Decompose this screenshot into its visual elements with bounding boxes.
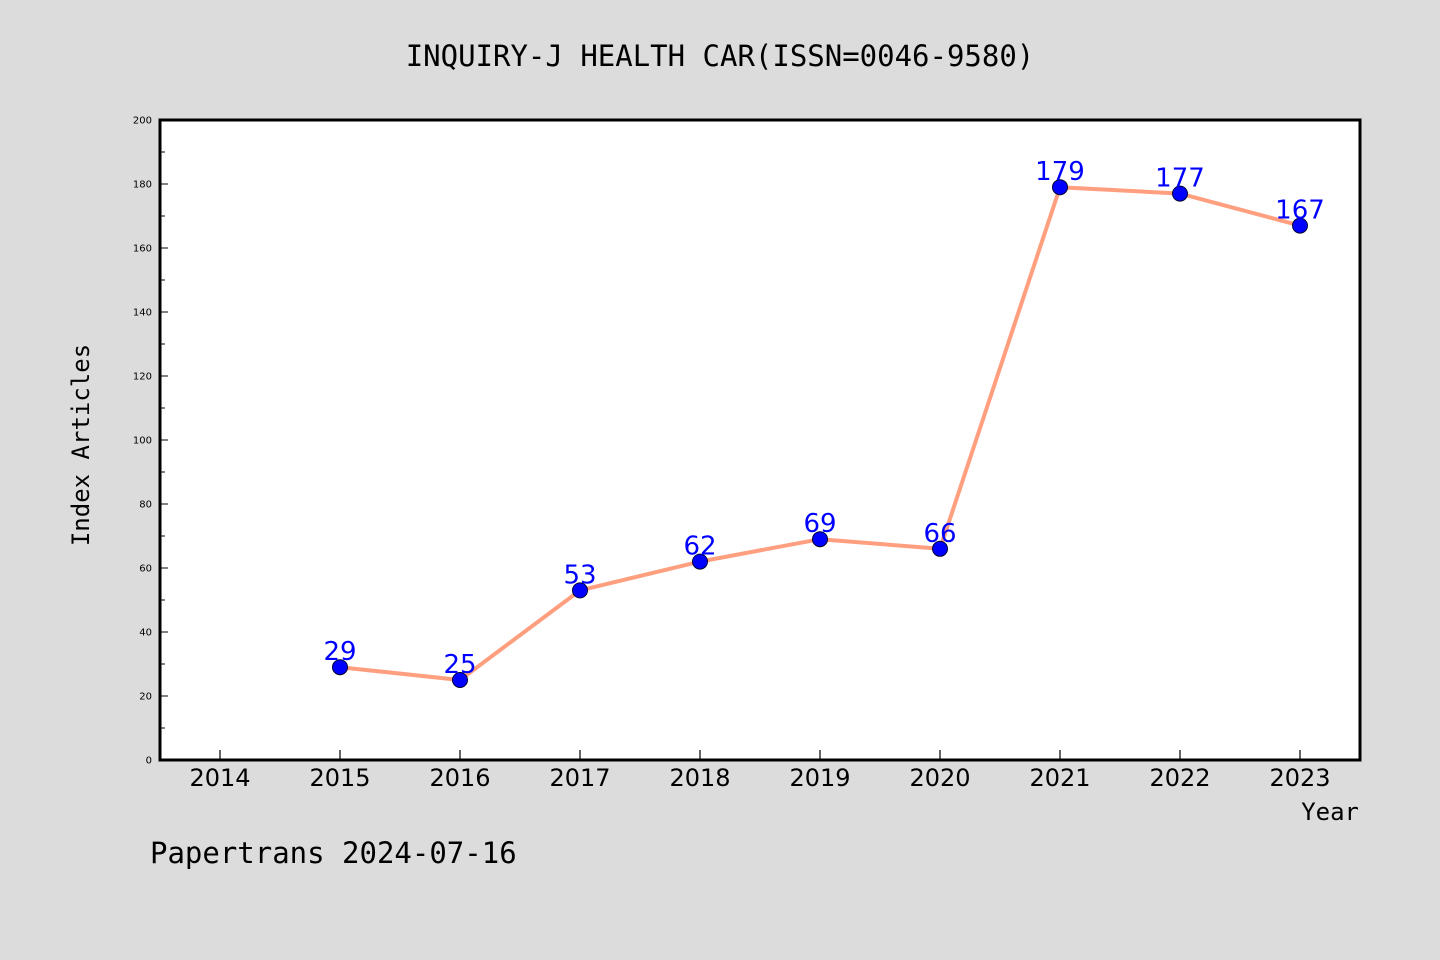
y-tick-label: 120 [133,372,152,383]
data-point [1052,179,1068,196]
y-tick-label: 180 [133,180,152,191]
data-label: 69 [803,509,836,539]
x-tick-label: 2021 [1029,764,1090,792]
y-tick-label: 200 [133,116,152,127]
x-tick-label: 2019 [789,764,850,792]
plot-frame [158,118,1362,762]
x-tick-label: 2020 [909,764,970,792]
x-tick-label: 2014 [189,764,250,792]
x-axis-label: Year [1301,798,1359,826]
data-point [572,582,588,599]
x-tick-label: 2018 [669,764,730,792]
data-point [1172,185,1188,202]
data-label: 25 [443,650,476,680]
y-tick-label: 100 [133,436,152,447]
x-tick-label: 2015 [309,764,370,792]
y-axis-ticks: 0 20 40 60 80 100 120 140 160 180 200 [133,116,168,767]
data-point [1292,217,1308,234]
data-label: 177 [1155,164,1205,194]
data-labels: 29 25 53 62 69 66 179 177 167 [323,157,1324,680]
data-label: 66 [923,519,956,549]
x-tick-label: 2016 [429,764,490,792]
plot-area [160,120,1360,760]
data-point [452,672,468,688]
footer-text: Papertrans 2024-07-16 [150,836,517,870]
x-tick-label: 2017 [549,764,610,792]
y-tick-label: 0 [146,756,152,767]
x-tick-label: 2023 [1269,764,1330,792]
chart-title: INQUIRY-J HEALTH CAR(ISSN=0046-9580) [406,39,1035,73]
y-tick-label: 20 [139,692,152,703]
data-markers [332,179,1308,688]
data-point [332,659,348,676]
data-label: 62 [683,532,716,562]
y-tick-label: 160 [133,244,152,255]
data-point [692,553,708,570]
data-label: 167 [1275,196,1325,226]
y-axis-label: Index Articles [67,344,95,546]
data-label: 179 [1035,157,1085,187]
data-point [932,540,948,557]
y-tick-label: 60 [139,564,152,575]
x-axis-ticks: 2014 2015 2016 2017 2018 2019 2020 2021 2022 2023 [189,750,1331,792]
y-tick-label: 140 [133,308,152,319]
data-point [812,531,828,548]
y-tick-label: 40 [139,628,152,639]
x-tick-label: 2022 [1149,764,1210,792]
data-label: 29 [323,637,356,667]
y-tick-label: 80 [139,500,152,511]
data-label: 53 [563,560,596,590]
